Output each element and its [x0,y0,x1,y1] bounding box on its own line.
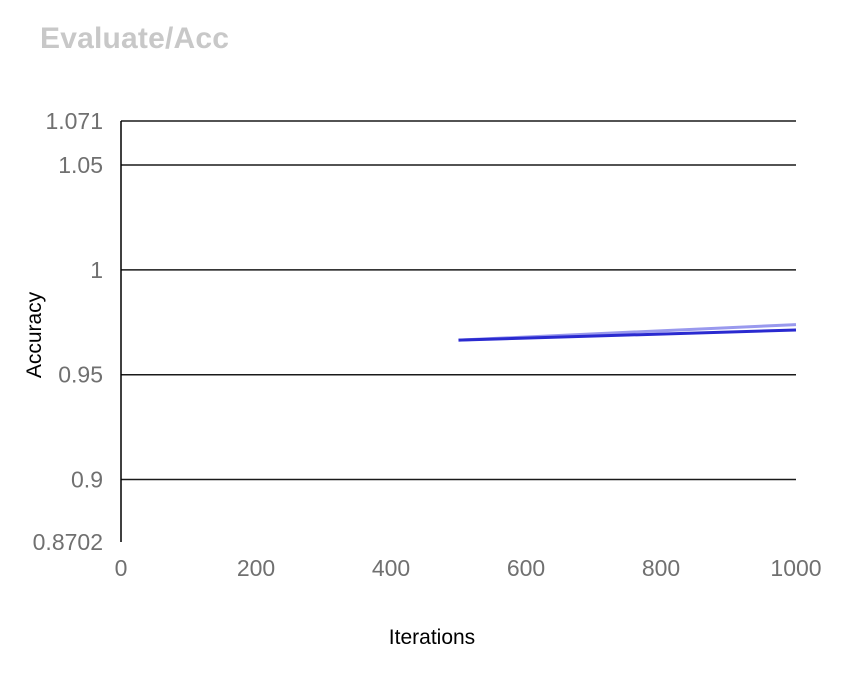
y-tick-labels: 0.8702 0.9 0.95 1 1.05 1.071 [33,108,103,555]
y-tick-label: 1.071 [45,108,103,134]
x-tick-label: 0 [115,555,128,581]
x-tick-label: 1000 [770,555,821,581]
y-tick-label: 1 [90,257,103,283]
x-tick-labels: 0 200 400 600 800 1000 [115,555,822,581]
x-tick-label: 400 [372,555,410,581]
x-tick-label: 800 [642,555,680,581]
y-tick-label: 0.9 [71,467,103,493]
chart-title: Evaluate/Acc [40,22,230,55]
y-tick-label: 1.05 [58,152,103,178]
x-tick-label: 600 [507,555,545,581]
series-lines [458,323,797,342]
series-line-2 [458,328,797,342]
y-axis-label: Accuracy [23,291,46,378]
x-axis-label: Iterations [389,626,475,649]
y-tick-label: 0.8702 [33,529,103,555]
y-tick-label: 0.95 [58,362,103,388]
gridlines [121,120,796,481]
x-tick-label: 200 [237,555,275,581]
